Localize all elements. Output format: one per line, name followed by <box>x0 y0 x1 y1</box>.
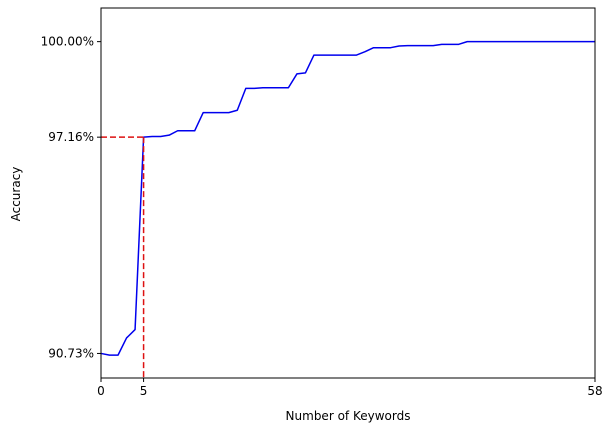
plot-area <box>100 40 595 356</box>
x-axis-label: Number of Keywords <box>286 409 411 423</box>
y-axis-label: Accuracy <box>9 167 23 222</box>
y-tick-label: 97.16% <box>48 130 94 144</box>
x-tick-label: 58 <box>587 384 602 398</box>
series-line-0 <box>100 40 595 356</box>
x-tick-label: 5 <box>140 384 148 398</box>
axes-frame <box>100 7 596 379</box>
y-tick-label: 100.00% <box>41 35 94 49</box>
axes: 0 5 58 90.73% 97.16% 100.00% <box>41 7 603 398</box>
reference-lines <box>101 136 145 378</box>
x-tick-label: 0 <box>97 384 105 398</box>
y-tick-label: 90.73% <box>48 346 94 360</box>
